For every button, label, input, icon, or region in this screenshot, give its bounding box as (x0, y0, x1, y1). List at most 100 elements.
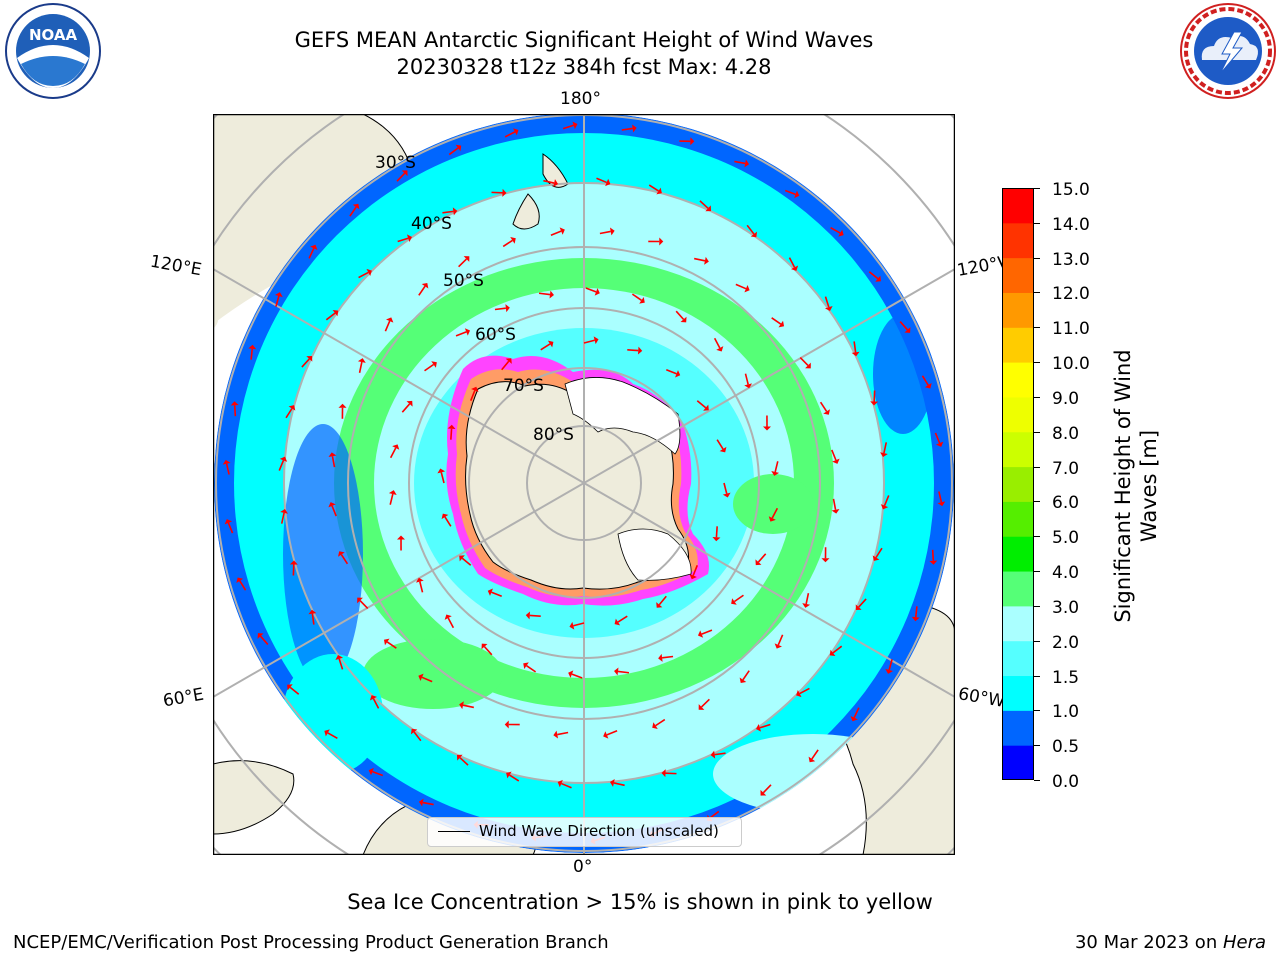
lat-label-80s: 80°S (533, 425, 574, 445)
colorbar-tick-label: 15.0 (1052, 180, 1090, 200)
colorbar-band (1002, 396, 1034, 433)
wind-arrow-head (287, 684, 293, 691)
wind-arrow-shaft (723, 482, 728, 494)
wind-arrow-head (851, 351, 860, 357)
wind-arrow-shaft (606, 730, 618, 736)
wind-arrow-shaft (694, 257, 706, 262)
wind-arrow-shaft (358, 271, 369, 279)
wind-arrow-head (719, 446, 727, 453)
wind-arrow-shaft (275, 295, 280, 307)
wind-arrow-head (870, 401, 879, 406)
wind-arrow-head (609, 227, 615, 236)
wind-arrow-head (383, 638, 390, 646)
wind-arrow-head (880, 452, 888, 458)
colorbar-band (1002, 571, 1034, 607)
colorbar-tick-label: 14.0 (1052, 214, 1090, 235)
wind-arrow-shaft (617, 670, 630, 674)
wind-arrow-shaft (733, 594, 744, 603)
wind-arrow-shaft (325, 312, 336, 321)
wind-arrow-shaft (853, 341, 857, 353)
wind-arrow-shaft (824, 296, 830, 308)
wind-arrow-head (357, 597, 363, 604)
wind-arrow-head (257, 633, 264, 639)
wind-arrow-shaft (799, 687, 810, 695)
wind-arrow-shaft (621, 127, 633, 131)
wind-arrow-head (885, 668, 893, 674)
wind-arrow-shaft (715, 526, 718, 538)
wind-arrow-shaft (389, 493, 394, 505)
wind-arrow-head (768, 516, 776, 522)
wind-arrow-head (823, 409, 830, 415)
date-line: 30 Mar 2023 on Hera (1075, 932, 1266, 953)
wind-arrow-head (437, 468, 446, 474)
wind-arrow-head (230, 401, 239, 406)
wind-arrow-shaft (819, 401, 828, 412)
wind-arrow-shaft (509, 774, 520, 782)
wind-arrow-head (471, 386, 479, 392)
wind-arrow-shaft (696, 400, 707, 409)
chart-subtitle: 20230328 t12z 384h fcst Max: 4.28 (396, 55, 772, 79)
wind-arrow-head (614, 667, 619, 676)
credit-line: NCEP/EMC/Verification Post Processing Pr… (13, 932, 609, 953)
wind-arrow-shaft (744, 373, 749, 385)
colorbar-title-line2: Waves [m] (1137, 429, 1161, 543)
lat-label-70s: 70°S (503, 376, 544, 396)
wind-arrow-shaft (372, 698, 380, 709)
wind-arrow-head (506, 771, 512, 779)
wind-arrow-head (716, 346, 724, 352)
colorbar-tick (1034, 571, 1040, 573)
wind-arrow-shaft (805, 593, 810, 605)
lon-label-180: 180° (560, 89, 601, 109)
wind-arrow-shaft (491, 591, 503, 598)
colorbar-tick (1034, 188, 1040, 189)
wind-arrow-head (335, 655, 344, 661)
wind-arrow-head (328, 502, 336, 508)
wind-arrow-shaft (599, 230, 611, 235)
wind-arrow-shaft (424, 363, 435, 372)
colorbar-tick (1034, 675, 1040, 677)
wind-arrow-head (328, 452, 337, 458)
wind-arrow-shaft (401, 403, 411, 413)
colorbar-tick-label: 10.0 (1052, 354, 1090, 375)
colorbar-band (1002, 362, 1034, 398)
colorbar-tick (1034, 222, 1040, 224)
wind-arrow-head (605, 178, 611, 187)
wind-arrow-shaft (455, 331, 467, 337)
wind-arrow-head (805, 362, 811, 369)
colorbar-title: Significant Height of Wind Waves [m] (1110, 276, 1170, 696)
wind-arrow-shaft (831, 449, 837, 461)
wind-arrow-shaft (571, 673, 583, 679)
wind-arrow-head (850, 715, 858, 722)
wind-arrow-head (911, 616, 920, 622)
colorbar-title-line1: Significant Height of Wind (1111, 349, 1135, 623)
wind-arrow-head (553, 179, 559, 187)
wind-arrow-head (418, 798, 424, 807)
lon-label-120e: 120°E (148, 251, 204, 281)
wind-arrow-shaft (459, 757, 469, 766)
colorbar-band (1002, 640, 1034, 677)
wind-arrow-head (778, 320, 785, 328)
wind-arrow-shaft (301, 358, 310, 368)
wind-arrow-shaft (655, 718, 666, 727)
wind-arrow-head (504, 720, 509, 729)
wind-arrow-shaft (526, 665, 537, 673)
wind-arrow-shaft (418, 285, 426, 296)
wind-arrow-shaft (308, 247, 315, 259)
wind-arrow-shaft (771, 317, 782, 325)
wind-arrow-head (523, 662, 529, 669)
wind-arrow-shaft (397, 237, 409, 243)
wind-arrow-head (357, 358, 366, 363)
colorbar (1002, 188, 1034, 780)
wind-arrow-shaft (709, 810, 720, 819)
colorbar-tick (1034, 710, 1040, 712)
wind-arrow-shaft (734, 160, 746, 165)
legend-line-swatch (438, 831, 470, 832)
wind-arrow-head (774, 643, 782, 649)
wind-arrow-shaft (853, 707, 860, 719)
colorbar-tick-label: 1.0 (1052, 702, 1080, 723)
wind-arrow-shaft (665, 368, 677, 375)
colorbar-tick (1034, 501, 1040, 503)
wind-arrow-head (929, 560, 938, 565)
wind-arrow-head (697, 630, 704, 638)
wind-arrow-shaft (573, 622, 585, 627)
